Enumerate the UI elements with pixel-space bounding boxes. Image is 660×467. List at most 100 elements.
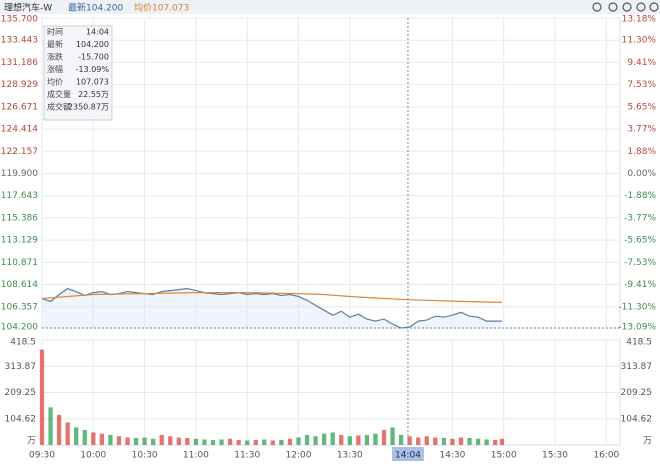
- tooltip-value: 22.55万: [78, 90, 109, 99]
- volume-bar: [398, 434, 404, 445]
- y-tick-label: 104.200: [1, 323, 38, 333]
- volume-bar: [99, 433, 104, 445]
- volume-bar: [287, 438, 293, 445]
- volume-bar: [39, 349, 45, 445]
- tooltip-value: 107.073: [76, 78, 109, 87]
- x-tick-label: 10:30: [132, 451, 158, 461]
- x-tick-label: 11:30: [234, 451, 260, 461]
- tooltip-key: 成交额: [47, 102, 71, 112]
- stock-name: 理想汽车-W: [4, 2, 52, 14]
- y2-tick-label: -7.53%: [624, 258, 656, 268]
- volume-bar: [236, 439, 241, 445]
- volume-bar: [458, 437, 464, 445]
- y-tick-label: 108.614: [1, 280, 38, 290]
- tooltip-value: 104.200: [76, 40, 109, 49]
- y2-tick-label: 3.77%: [627, 125, 656, 135]
- refresh[interactable]: [636, 2, 646, 12]
- volume-bar: [433, 437, 438, 445]
- zoom-in[interactable]: [622, 2, 632, 12]
- cursor-label: 14:04: [395, 451, 421, 461]
- tooltip-key: 时间: [47, 27, 63, 37]
- y-tick-label: 128.929: [1, 80, 38, 90]
- volume-bar: [450, 438, 455, 445]
- volume-bar: [168, 436, 173, 445]
- volume-bar: [262, 439, 267, 445]
- volume-bar: [219, 439, 224, 445]
- y-tick-label: 131.186: [1, 58, 38, 68]
- y2-tick-label: -1.88%: [624, 191, 656, 201]
- x-tick-label: 09:30: [29, 451, 55, 461]
- volume-bar: [185, 437, 190, 445]
- volume-bar: [210, 439, 216, 445]
- y-tick-label: 113.129: [1, 236, 38, 246]
- x-tick-label: 11:00: [183, 451, 209, 461]
- y2-tick-label: -13.09%: [618, 323, 656, 333]
- labels: 135.700 133.443 131.186 128.929 126.671 124.4…: [1, 15, 657, 461]
- y2-tick-label: -3.77%: [624, 214, 656, 224]
- volume-bar: [279, 439, 284, 445]
- volume-tick-label: 418.5: [10, 338, 36, 348]
- volume-bar: [151, 438, 156, 445]
- y-tick-label: 122.157: [1, 147, 38, 157]
- y2-tick-label: 1.88%: [627, 147, 656, 157]
- volume-bar: [339, 434, 344, 445]
- price-area: [42, 288, 503, 328]
- tooltip: 时间 14:04 最新 104.200 涨跌 -15.700 涨幅 -13.09% 均价 107.…: [43, 25, 113, 121]
- y-tick-label: 115.386: [1, 213, 38, 223]
- marks: 14:04: [39, 18, 620, 461]
- tooltip-value: -15.700: [78, 53, 109, 62]
- y2-tick-label: 13.18%: [622, 15, 657, 25]
- y2-tick-label: 9.41%: [627, 58, 656, 68]
- volume-bar: [227, 438, 233, 445]
- volume-bar: [253, 439, 258, 445]
- volume-bar: [313, 436, 318, 445]
- volume-bar: [82, 429, 87, 445]
- volume-bar: [493, 439, 498, 445]
- volume-bar: [467, 437, 472, 445]
- tooltip-key: 均价: [47, 77, 63, 87]
- y-tick-label: 117.643: [1, 191, 38, 201]
- volume-bar: [347, 436, 352, 445]
- volume-bar: [74, 427, 79, 445]
- settings[interactable]: [649, 2, 659, 12]
- x-tick-label: 15:00: [491, 451, 517, 461]
- volume-bar: [484, 439, 489, 445]
- x-tick-label: 14:30: [439, 451, 465, 461]
- y-tick-label: 126.671: [1, 102, 38, 112]
- y2-tick-label: -11.30%: [618, 302, 656, 312]
- volume-bar: [322, 433, 327, 445]
- y2-tick-label: 11.30%: [622, 36, 657, 46]
- y-tick-label: 106.357: [1, 302, 38, 312]
- tooltip-key: 涨跌: [47, 52, 63, 62]
- volume-bar: [475, 438, 481, 445]
- volume-tick-label: 万: [27, 437, 36, 447]
- volume-bar: [245, 440, 250, 445]
- tooltip-value: -13.09%: [76, 65, 110, 74]
- avg-line: [41, 292, 503, 303]
- volume-bar: [381, 429, 387, 445]
- volume-bar: [416, 437, 421, 445]
- volume-tick-label-right: 209.25: [621, 388, 653, 398]
- volume-bar: [48, 407, 53, 445]
- zoom-out[interactable]: [592, 2, 602, 12]
- volume-bar: [56, 414, 62, 445]
- volume-bar: [356, 435, 361, 445]
- y2-tick-label: 0.00%: [627, 169, 656, 179]
- reset[interactable]: [608, 2, 618, 12]
- volume-tick-label-right: 万: [643, 437, 652, 447]
- volume-bar: [193, 438, 199, 445]
- cursor-label-bg: [391, 447, 424, 461]
- volume-bar: [499, 438, 505, 445]
- toolbar[interactable]: [592, 2, 659, 12]
- volume-bar: [202, 439, 207, 445]
- volume-bar: [364, 434, 370, 445]
- avg-price: 均价107.073: [134, 2, 189, 14]
- volume-bar: [125, 437, 130, 445]
- header-bar: [0, 0, 660, 14]
- tooltip-box: [43, 25, 113, 121]
- volume-bar: [441, 437, 447, 445]
- y2-tick-label: -5.65%: [624, 236, 656, 246]
- volume-bar: [91, 432, 96, 445]
